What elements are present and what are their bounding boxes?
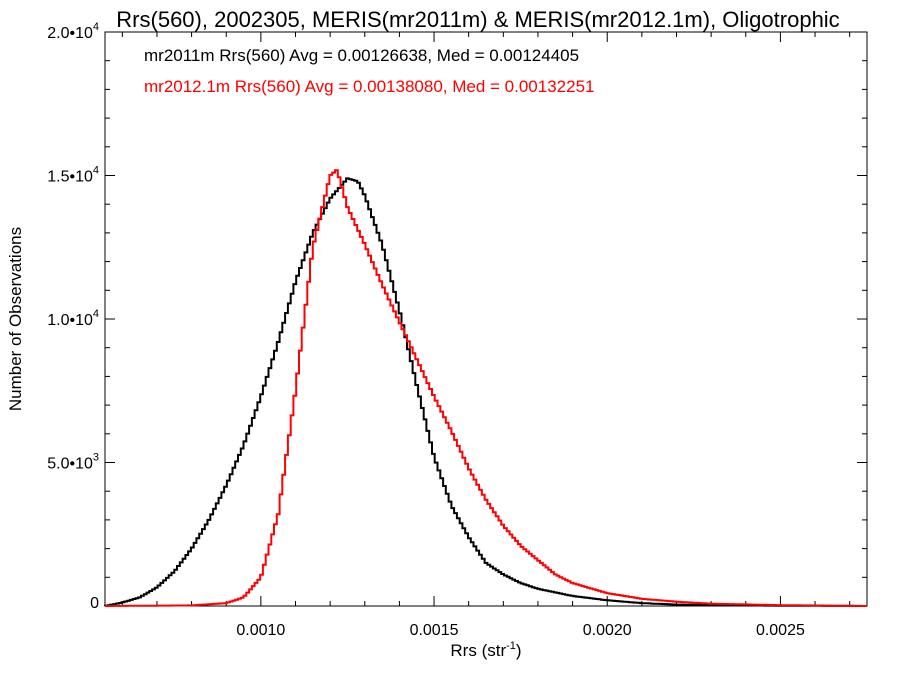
legend-annotation-mr2012-1m: mr2012.1m Rrs(560) Avg = 0.00138080, Med…	[144, 77, 595, 96]
y-tick-label-exponent: 4	[93, 21, 99, 33]
series-lines	[104, 169, 867, 607]
x-axis-label-close: )	[516, 641, 522, 660]
y-tick-label-exponent: 4	[93, 308, 99, 320]
x-axis-label: Rrs (str-1)	[450, 640, 521, 660]
x-tick-label: 0.0010	[236, 622, 285, 639]
series-line-mr2011m	[104, 177, 867, 607]
x-axis-label-superscript: -1	[506, 640, 516, 652]
y-tick-label-base: 1.0•10	[47, 312, 93, 329]
y-tick-label-base: 1.5•10	[47, 169, 93, 186]
chart-title: Rrs(560), 2002305, MERIS(mr2011m) & MERI…	[116, 7, 839, 32]
y-axis-label: Number of Observations	[6, 227, 25, 411]
y-tick-label-base: 5.0•10	[47, 456, 93, 473]
y-tick-label-base: 2.0•10	[47, 25, 93, 42]
axis-ticks: 0.0010 0.0015 0.0020 0.002505.0•1031.0•1041…	[47, 21, 867, 639]
plot-frame	[104, 31, 868, 607]
y-tick-label-exponent: 4	[93, 165, 99, 177]
x-tick-label: 0.0020	[583, 622, 632, 639]
y-tick-label: 2.0•104	[47, 21, 99, 42]
x-axis-label-main: Rrs (str	[450, 641, 506, 660]
y-tick-label-exponent: 3	[93, 452, 99, 464]
legend-annotation-mr2011m: mr2011m Rrs(560) Avg = 0.00126638, Med =…	[144, 46, 579, 65]
series-line-mr2012-1m	[105, 169, 867, 607]
y-tick-label: 1.0•104	[47, 308, 99, 329]
y-tick-label: 5.0•103	[47, 452, 99, 473]
x-tick-label: 0.0025	[756, 622, 805, 639]
x-tick-label: 0.0015	[410, 622, 459, 639]
y-tick-label: 1.5•104	[47, 165, 99, 186]
y-tick-label-base: 0	[90, 595, 99, 612]
y-tick-label: 0	[90, 595, 99, 612]
